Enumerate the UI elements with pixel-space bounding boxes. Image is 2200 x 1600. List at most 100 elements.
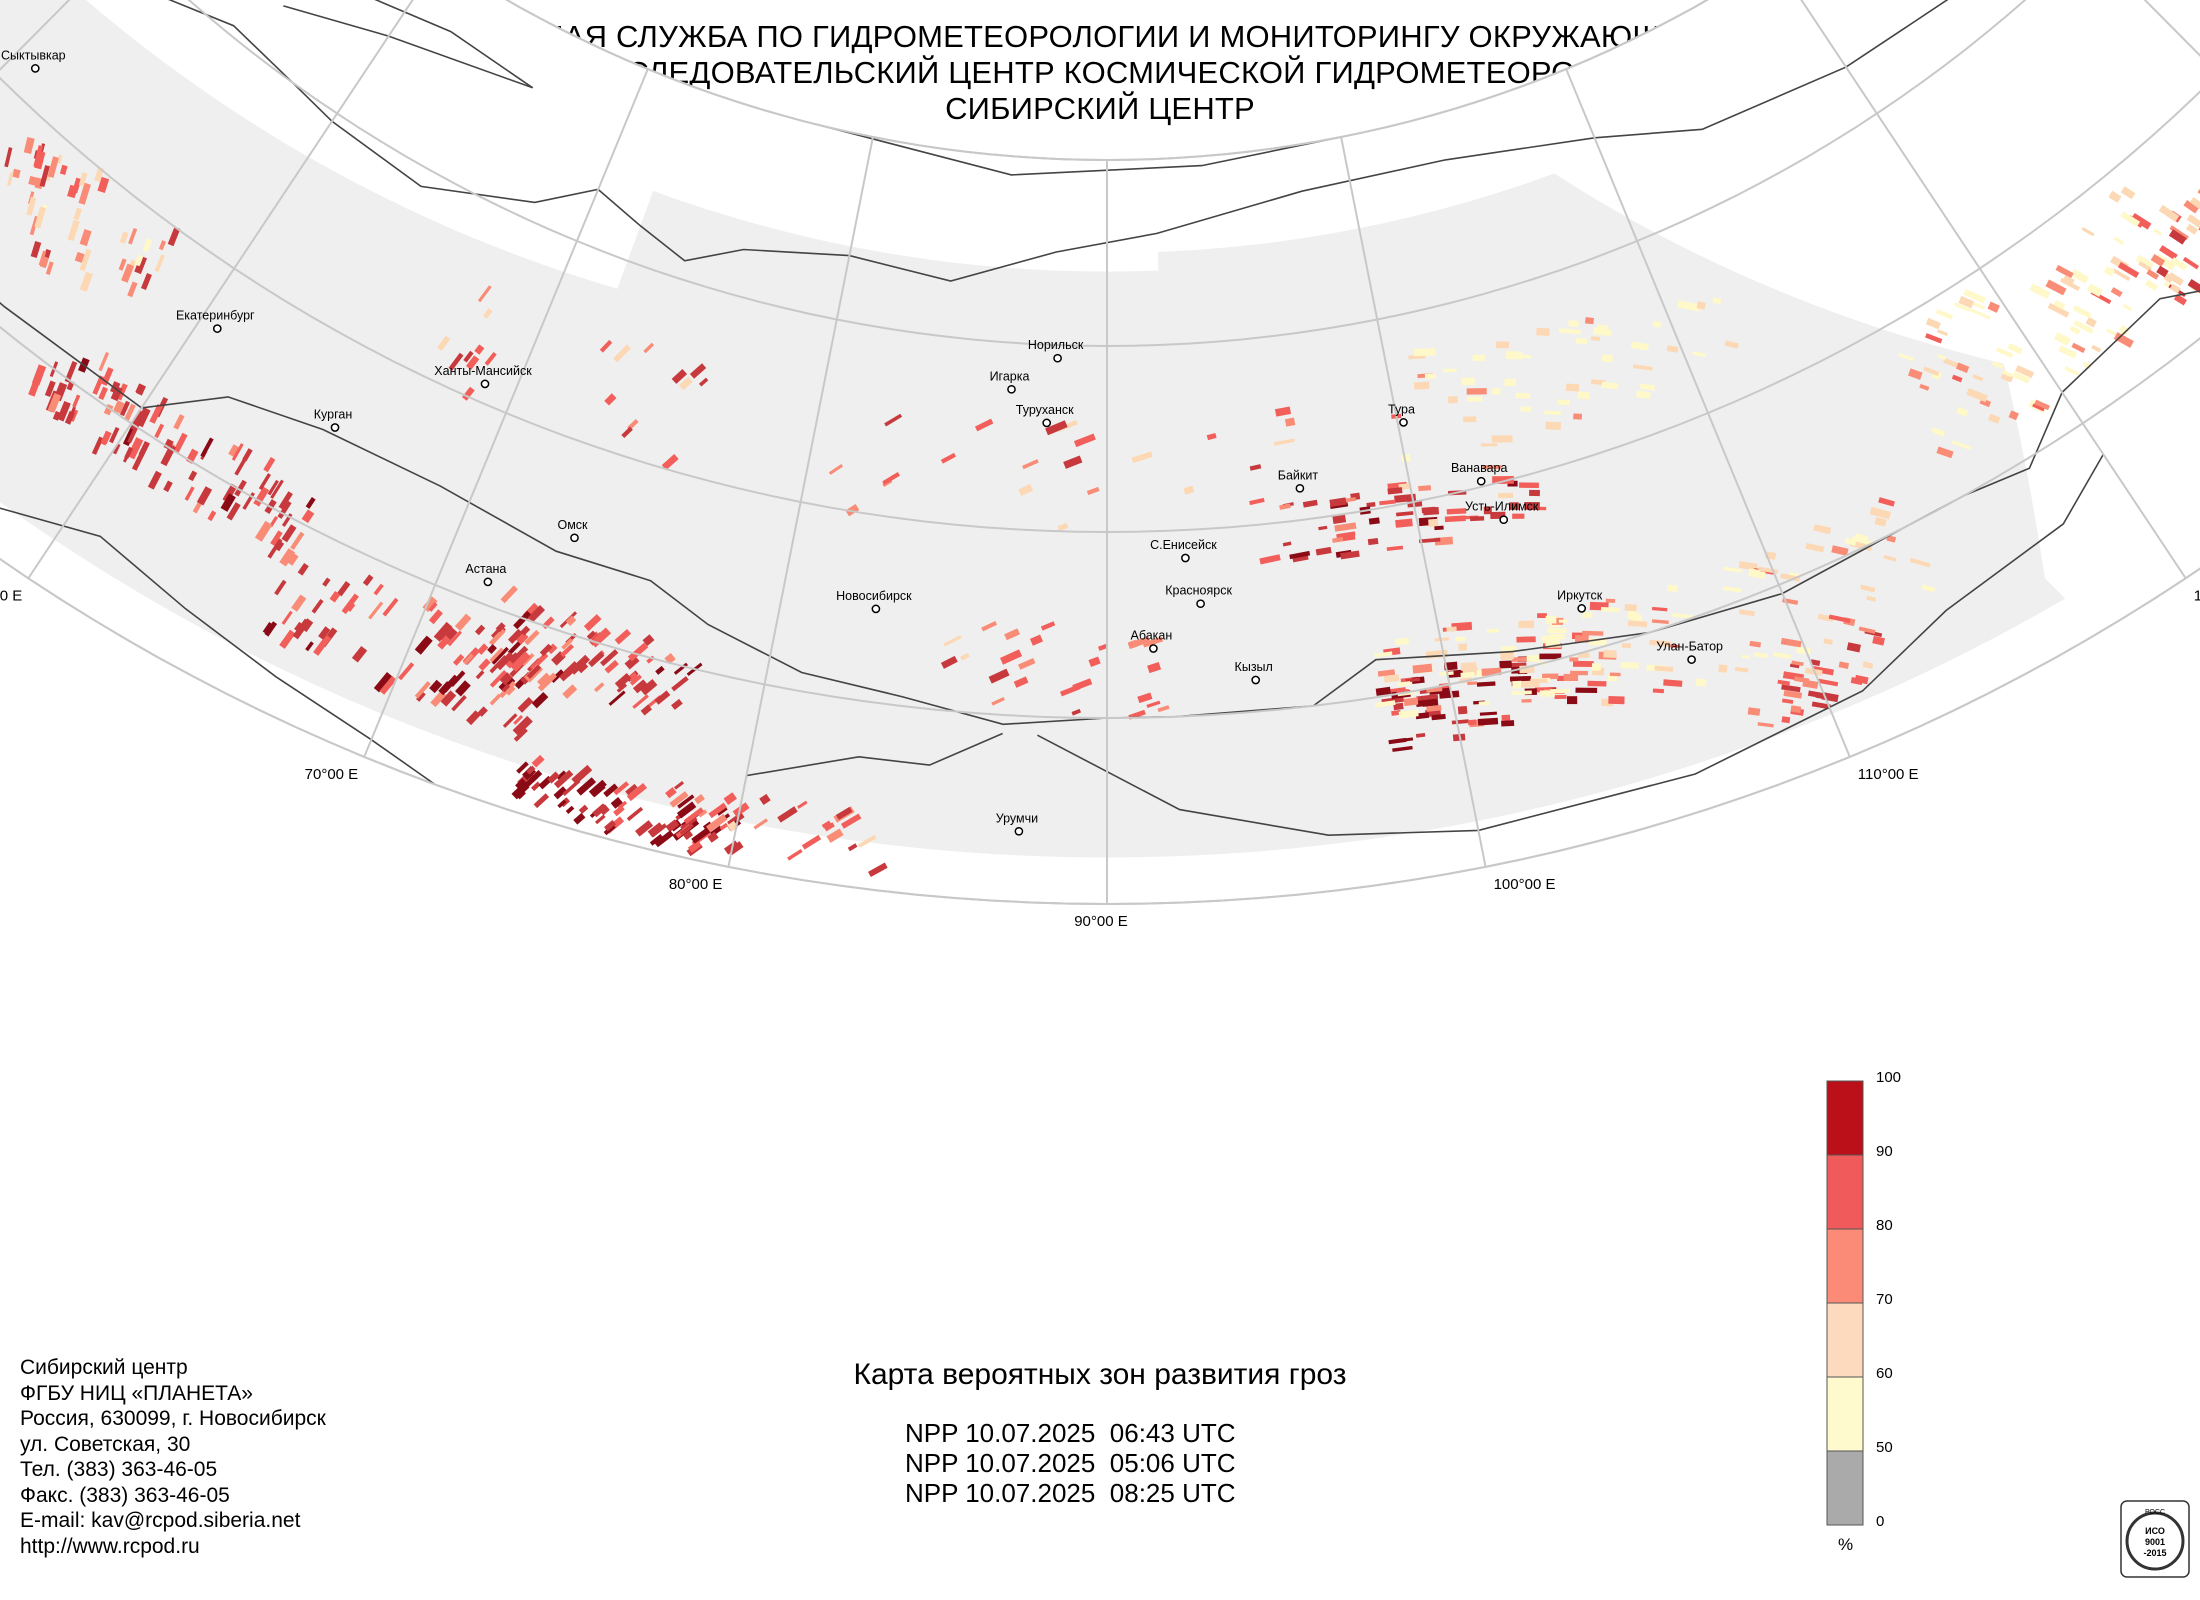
storm-cell [499, 680, 517, 699]
city-label: Красноярск [1165, 584, 1232, 598]
storm-cell [665, 819, 680, 833]
storm-cell [489, 693, 502, 706]
storm-cell [1749, 640, 1762, 648]
contact-line[interactable]: http://www.rcpod.ru [20, 1534, 200, 1558]
storm-cell [1457, 705, 1468, 715]
storm-cell [882, 472, 900, 485]
storm-cell [520, 774, 538, 791]
storm-cell [603, 783, 619, 798]
storm-cell [1780, 637, 1802, 648]
storm-cell [79, 228, 92, 247]
storm-cell [940, 452, 957, 464]
storm-cell [600, 649, 619, 667]
city-marker [483, 577, 493, 587]
storm-cell [1367, 537, 1379, 546]
storm-cell [1603, 649, 1617, 658]
city-marker [1399, 418, 1408, 427]
storm-cell [109, 426, 120, 444]
storm-cell [66, 406, 76, 424]
storm-cell [650, 823, 668, 838]
storm-cell [706, 814, 728, 833]
storm-cell [1676, 300, 1700, 312]
storm-cell [1587, 680, 1607, 687]
storm-cell [110, 385, 123, 402]
storm-cell [787, 848, 803, 861]
storm-cell [1274, 406, 1292, 417]
storm-cell [698, 809, 708, 818]
contact-line[interactable]: E-mail: kav@rcpod.siberia.net [20, 1509, 301, 1532]
storm-cell [683, 830, 694, 840]
storm-cell [1718, 664, 1728, 673]
colorbar-segment [1826, 1302, 1864, 1378]
storm-cell [524, 629, 540, 646]
longitude-line [27, 0, 414, 579]
storm-cell [1972, 374, 1984, 382]
storm-cell [627, 642, 649, 662]
storm-cell [1712, 297, 1722, 305]
longitude-line [363, 68, 649, 758]
storm-cell [689, 363, 707, 379]
storm-cell [1781, 698, 1794, 704]
storm-cell [2062, 274, 2075, 285]
storm-cell [510, 657, 521, 669]
storm-cell [1467, 719, 1477, 726]
storm-cell [613, 781, 630, 796]
storm-cell [1511, 656, 1528, 662]
storm-cell [1434, 525, 1444, 531]
storm-cell [513, 727, 528, 742]
longitude-label: 80°00 E [669, 876, 723, 893]
storm-cell [1651, 619, 1669, 624]
storm-cell [1542, 673, 1559, 680]
storm-cell [124, 403, 136, 421]
storm-cell [1439, 690, 1460, 699]
storm-cell [12, 168, 21, 179]
storm-cell [1738, 561, 1758, 571]
city-marker [1042, 418, 1052, 428]
storm-cell [2085, 316, 2097, 328]
city-label: Абакан [1131, 629, 1173, 643]
city-marker [1251, 675, 1261, 685]
storm-cell [1909, 557, 1931, 568]
colorbar-segment [1826, 1154, 1864, 1230]
storm-cell [1970, 308, 1991, 320]
storm-cell [527, 605, 546, 623]
storm-cell [1544, 410, 1562, 416]
storm-cell [632, 694, 649, 709]
storm-cell [1550, 689, 1571, 694]
storm-cell [1142, 636, 1164, 648]
storm-cell [517, 696, 534, 713]
pass-line: NPP 10.07.2025 05:06 UTC [905, 1448, 1236, 1478]
storm-cell [72, 394, 81, 408]
storm-cell [1936, 329, 1949, 337]
storm-cell [226, 502, 241, 521]
storm-cell [47, 156, 59, 178]
storm-cell [1501, 714, 1511, 721]
storm-cell [1131, 451, 1153, 464]
storm-cell [1869, 506, 1892, 520]
storm-cell [2135, 254, 2154, 270]
storm-cell [1483, 506, 1492, 515]
storm-cell [1366, 501, 1376, 508]
storm-cell [379, 675, 397, 695]
storm-cell [305, 497, 316, 509]
storm-cell [1426, 705, 1442, 712]
city-marker [1577, 604, 1587, 613]
storm-cell [1568, 320, 1579, 328]
storm-cell [1539, 690, 1555, 697]
storm-cell [499, 672, 513, 686]
storm-cell [134, 255, 148, 275]
storm-cell [489, 647, 504, 663]
storm-cell [614, 629, 632, 645]
city-label: Ханты-Мансийск [434, 364, 532, 378]
storm-cell [1519, 482, 1539, 489]
storm-cell [1781, 684, 1801, 693]
storm-cell [1279, 503, 1291, 510]
storm-cell [1919, 383, 1930, 391]
storm-cell [974, 418, 994, 432]
storm-cell [671, 368, 688, 384]
storm-cell [2034, 399, 2051, 411]
longitude-label: 110°00 E [1858, 766, 1919, 783]
storm-cell [1458, 643, 1468, 651]
storm-cell [661, 453, 679, 471]
storm-cell [487, 644, 497, 654]
